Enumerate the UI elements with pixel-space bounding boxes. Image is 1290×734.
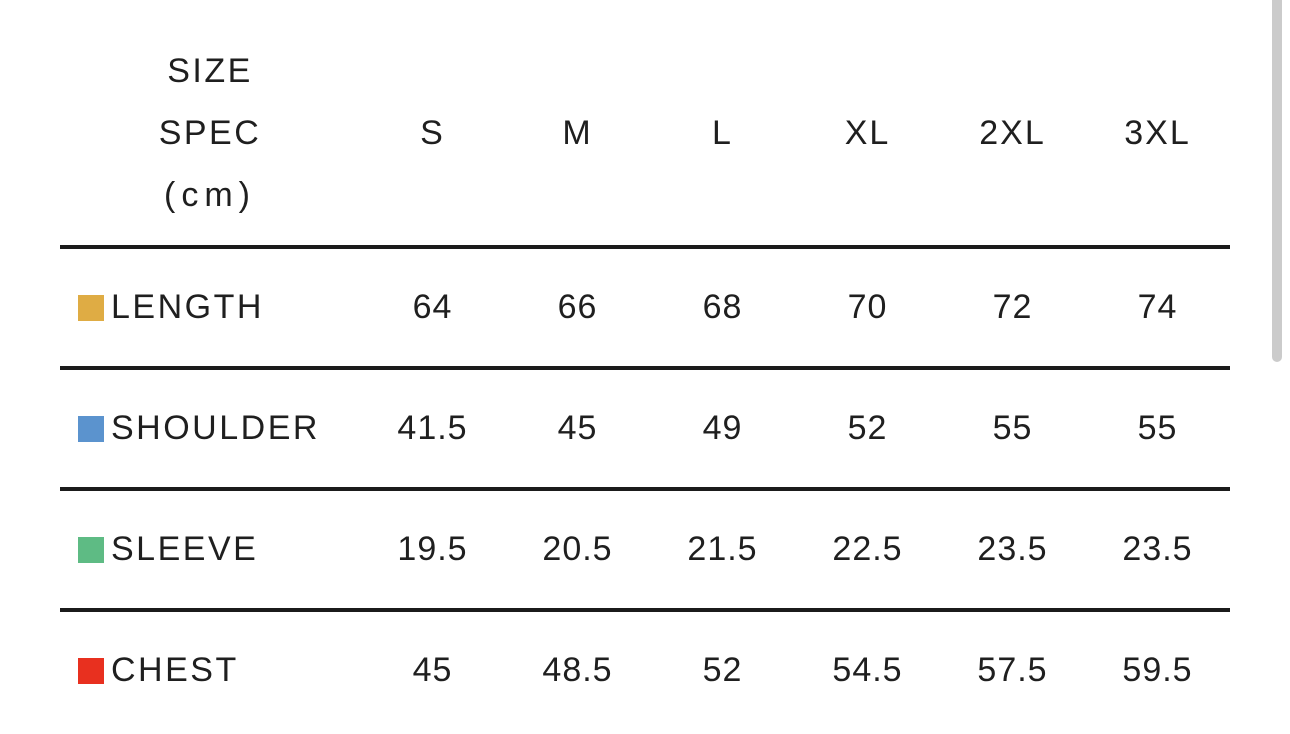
table-row-length: LENGTH 64 66 68 70 72 74: [60, 245, 1230, 366]
row-label: LENGTH: [111, 288, 264, 326]
column-header-l: L: [712, 114, 733, 152]
cell-chest-l: 52: [702, 651, 743, 689]
size-spec-table: SIZE SPEC (cm) S M L XL 2XL 3XL LENGTH 6…: [60, 0, 1230, 729]
cell-shoulder-xl: 52: [847, 409, 888, 447]
cell-sleeve-m: 20.5: [542, 530, 613, 568]
row-label-cell: SLEEVE: [60, 530, 360, 569]
cell-shoulder-3xl: 55: [1137, 409, 1178, 447]
column-header-m: M: [562, 114, 593, 152]
column-header-3xl: 3XL: [1124, 114, 1191, 152]
table-row-chest: CHEST 45 48.5 52 54.5 57.5 59.5: [60, 608, 1230, 729]
sleeve-color-swatch-icon: [78, 536, 104, 563]
table-row-sleeve: SLEEVE 19.5 20.5 21.5 22.5 23.5 23.5: [60, 487, 1230, 608]
vertical-scrollbar-thumb[interactable]: [1272, 0, 1282, 362]
cell-length-s: 64: [412, 288, 453, 326]
cell-shoulder-m: 45: [557, 409, 598, 447]
cell-sleeve-s: 19.5: [397, 530, 468, 568]
shoulder-color-swatch-icon: [78, 415, 104, 442]
header-label-size-spec: SIZE SPEC (cm): [60, 40, 360, 226]
cell-shoulder-s: 41.5: [397, 409, 468, 447]
cell-chest-xl: 54.5: [832, 651, 903, 689]
row-label: CHEST: [111, 651, 239, 689]
table-header: SIZE SPEC (cm) S M L XL 2XL 3XL: [60, 0, 1230, 245]
row-label-cell: SHOULDER: [60, 409, 360, 448]
cell-length-2xl: 72: [992, 288, 1033, 326]
cell-shoulder-l: 49: [702, 409, 743, 447]
cell-length-m: 66: [557, 288, 598, 326]
cell-chest-2xl: 57.5: [977, 651, 1048, 689]
cell-chest-3xl: 59.5: [1122, 651, 1193, 689]
cell-sleeve-l: 21.5: [687, 530, 758, 568]
row-label: SLEEVE: [111, 530, 259, 568]
cell-sleeve-xl: 22.5: [832, 530, 903, 568]
cell-length-l: 68: [702, 288, 743, 326]
cell-length-xl: 70: [847, 288, 888, 326]
column-header-2xl: 2XL: [979, 114, 1046, 152]
chest-color-swatch-icon: [78, 657, 104, 684]
length-color-swatch-icon: [78, 294, 104, 321]
cell-length-3xl: 74: [1137, 288, 1178, 326]
row-label-cell: LENGTH: [60, 288, 360, 327]
cell-sleeve-2xl: 23.5: [977, 530, 1048, 568]
column-header-s: S: [420, 114, 445, 152]
cell-chest-m: 48.5: [542, 651, 613, 689]
cell-shoulder-2xl: 55: [992, 409, 1033, 447]
header-line-size: SIZE: [167, 52, 253, 90]
row-label: SHOULDER: [111, 409, 320, 447]
row-label-cell: CHEST: [60, 651, 360, 690]
cell-chest-s: 45: [412, 651, 453, 689]
cell-sleeve-3xl: 23.5: [1122, 530, 1193, 568]
column-header-xl: XL: [844, 114, 891, 152]
table-row-shoulder: SHOULDER 41.5 45 49 52 55 55: [60, 366, 1230, 487]
header-line-spec: SPEC: [158, 114, 262, 152]
header-line-unit: (cm): [164, 176, 256, 214]
